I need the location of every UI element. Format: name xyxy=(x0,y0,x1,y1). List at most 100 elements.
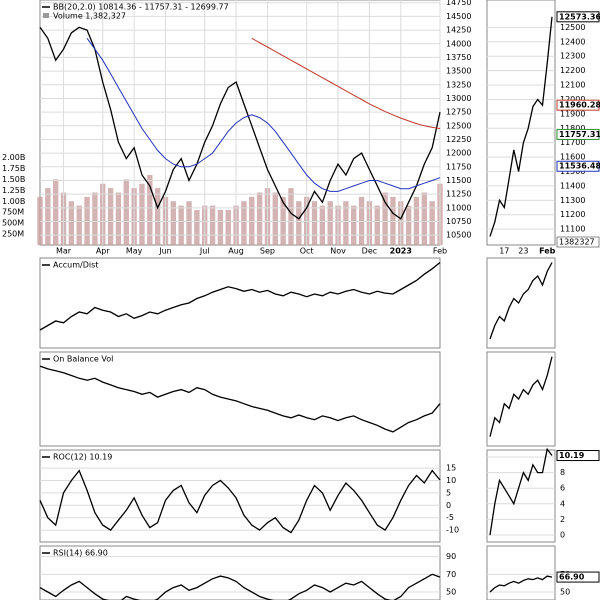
y-tick-label: 13000 xyxy=(446,94,471,103)
y-tick-label: 50 xyxy=(446,588,456,597)
volume-bar xyxy=(178,205,184,245)
volume-bar xyxy=(52,179,59,245)
price-tag: 11757.31 xyxy=(559,130,600,139)
zoom-x-label: Feb xyxy=(539,247,556,256)
zoom-tick-label: 11800 xyxy=(560,124,585,133)
zoom-tick-label: 12200 xyxy=(560,66,585,75)
y-tick-label: 12250 xyxy=(446,135,471,144)
volume-bar xyxy=(296,201,302,245)
zoom-x-label: 23 xyxy=(518,247,528,256)
volume-bar xyxy=(413,196,420,245)
x-tick-label: Jul xyxy=(199,247,210,256)
price-line xyxy=(39,26,441,220)
volume-bar xyxy=(327,201,333,245)
volume-bar xyxy=(209,205,216,245)
volume-tick-label: 500M xyxy=(2,219,24,228)
price-tag: 11960.28 xyxy=(559,101,600,110)
zoom-x-label: 17 xyxy=(499,247,509,256)
price-tag-box xyxy=(556,571,600,583)
volume-bar xyxy=(225,210,231,245)
volume-bar xyxy=(405,205,412,245)
volume-bar xyxy=(280,196,286,245)
volume-bar xyxy=(272,192,278,245)
x-tick-label: Nov xyxy=(330,247,346,256)
volume-bar xyxy=(382,192,388,245)
zoom-tick-label: 11900 xyxy=(560,109,585,118)
zoom-tick-label: 12300 xyxy=(560,52,585,61)
y-tick-label: 11250 xyxy=(446,190,471,199)
panel-title: ROC(12) 10.19 xyxy=(53,453,112,462)
volume-bar xyxy=(170,201,177,245)
volume-bar xyxy=(374,205,380,245)
y-tick-label: 13500 xyxy=(446,67,471,76)
panel-title: RSI(14) 66.90 xyxy=(53,549,108,558)
zoom-line xyxy=(489,356,553,437)
y-tick-label: 90 xyxy=(446,552,456,561)
x-tick-label: Apr xyxy=(96,247,111,256)
volume-tick-label: 1.25B xyxy=(2,186,25,195)
x-tick-label: Aug xyxy=(228,247,244,256)
volume-bar xyxy=(139,183,145,245)
zoom-tick-label: 11600 xyxy=(560,153,585,162)
zoom-line xyxy=(489,575,553,593)
zoom-tick-label: 11100 xyxy=(560,225,585,234)
price-tag-box xyxy=(556,128,600,140)
y-tick-label: 15 xyxy=(446,464,456,473)
volume-bar xyxy=(288,188,294,245)
price-tag-box xyxy=(556,160,600,172)
y-tick-label: 10 xyxy=(446,476,456,485)
zoom-tick-label: 4 xyxy=(560,499,565,508)
volume-tag: 1382327 xyxy=(559,238,595,247)
y-tick-label: 14000 xyxy=(446,39,471,48)
price-line xyxy=(39,573,441,600)
volume-tag-box xyxy=(556,236,600,248)
y-tick-label: 0 xyxy=(446,501,451,510)
volume-bar xyxy=(241,201,247,245)
y-tick-label: 12750 xyxy=(446,108,471,117)
volume-tick-label: 1.00B xyxy=(2,197,25,206)
volume-bar xyxy=(217,210,224,245)
x-tick-label: Mar xyxy=(56,247,72,256)
y-tick-label: 12500 xyxy=(446,121,471,130)
price-tag-box xyxy=(556,11,600,23)
zoom-line xyxy=(489,262,553,340)
volume-bar xyxy=(429,201,435,245)
zoom-tick-label: 12100 xyxy=(560,81,585,90)
volume-bar xyxy=(147,175,153,245)
volume-bar xyxy=(249,196,255,245)
price-tag: 10.19 xyxy=(559,451,585,460)
zoom-line xyxy=(489,16,553,237)
x-tick-label: Dec xyxy=(362,247,377,256)
volume-bar xyxy=(45,188,51,245)
y-tick-label: -10 xyxy=(446,526,459,535)
y-tick-label: 14750 xyxy=(446,0,471,7)
volume-bar xyxy=(123,179,129,245)
x-tick-label: Jun xyxy=(158,247,172,256)
panel-title: BB(20,2.0) 10814.36 - 11757.31 - 12699.7… xyxy=(53,3,229,12)
volume-bar xyxy=(421,192,428,245)
volume-bar xyxy=(92,192,98,245)
y-tick-label: 11000 xyxy=(446,203,471,212)
volume-glyph xyxy=(43,13,49,18)
zoom-frame xyxy=(486,257,556,349)
y-tick-label: 14500 xyxy=(446,12,471,21)
zoom-tick-label: 11700 xyxy=(560,138,585,147)
zoom-tick-label: 11200 xyxy=(560,210,585,219)
volume-bar xyxy=(186,201,192,245)
y-tick-label: 10500 xyxy=(446,231,471,240)
y-tick-label: 14250 xyxy=(446,26,471,35)
y-tick-label: 5 xyxy=(446,488,451,497)
y-tick-label: 70 xyxy=(446,570,456,579)
price-tag: 12573.36 xyxy=(559,12,600,21)
zoom-tick-label: 11400 xyxy=(560,181,585,190)
x-tick-label: 2023 xyxy=(390,247,412,256)
panel-frame xyxy=(39,0,441,246)
panel-title: On Balance Vol xyxy=(53,355,113,364)
price-tag: 66.90 xyxy=(559,573,585,582)
price-line xyxy=(39,469,441,534)
zoom-line xyxy=(489,447,553,536)
volume-tick-label: 750M xyxy=(2,208,24,217)
y-tick-label: 11500 xyxy=(446,176,471,185)
panel-title: Accum/Dist xyxy=(53,261,98,270)
